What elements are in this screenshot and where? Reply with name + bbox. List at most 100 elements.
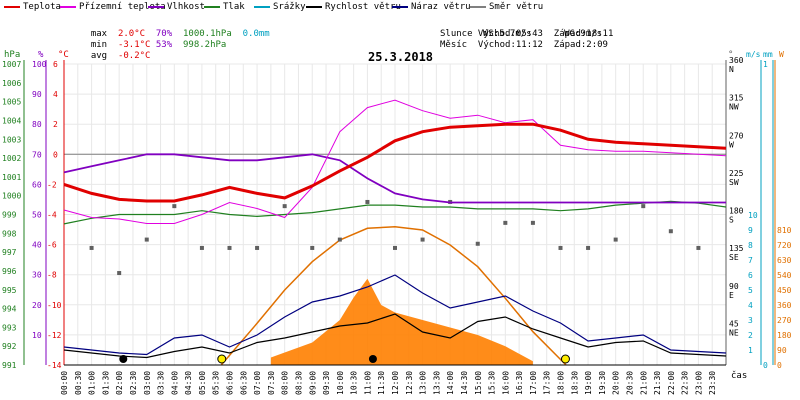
- ms-tick-label: 7: [748, 256, 753, 265]
- dir-compass-label: E: [729, 291, 734, 300]
- x-tick-label: 16:00: [501, 371, 510, 395]
- hpa-tick-label: 1003: [2, 135, 21, 144]
- w-tick-label: 90: [777, 346, 787, 355]
- stats-min-press: 998.2hPa: [183, 40, 227, 50]
- x-tick-label: 02:30: [129, 371, 138, 395]
- x-tick-label: 16:30: [515, 371, 524, 395]
- stats-min-temp: -3.1°C: [117, 40, 151, 50]
- hum-tick-label: 30: [32, 271, 42, 280]
- x-tick-label: 08:00: [281, 371, 290, 395]
- x-tick-label: 12:00: [391, 371, 400, 395]
- x-tick-label: 18:30: [570, 371, 579, 395]
- stats-wind: WS:5.7m/s WG:9m/s: [472, 18, 602, 40]
- ms-tick-label: 4: [748, 301, 753, 310]
- legend-item: Tlak: [204, 2, 245, 12]
- ms-tick-label: 6: [748, 271, 753, 280]
- dir-tick-label: 225: [729, 169, 744, 178]
- legend-label: Vlhkost: [167, 2, 205, 12]
- temp-axis-label: °C: [58, 50, 69, 60]
- moon-event-marker: [368, 355, 377, 363]
- legend-label: Tlak: [223, 2, 245, 12]
- legend-label: Náraz větru: [411, 2, 471, 12]
- sun-event-marker: [217, 354, 227, 364]
- stats-avg-temp: -0.2°C: [117, 51, 151, 61]
- solar-radiation-line: [220, 225, 567, 366]
- ms-tick-label: 5: [748, 286, 753, 295]
- wind-direction-point: [255, 245, 260, 250]
- stats-min: min -3.1°C 53% 998.2hPa: [80, 29, 227, 51]
- hpa-tick-label: 998: [2, 229, 17, 238]
- legend-item: Teplota: [4, 2, 61, 12]
- stats-max: max 2.0°C 70% 1000.1hPa 0.0mm: [80, 18, 270, 40]
- legend-swatch: [204, 5, 220, 8]
- x-tick-label: 11:00: [363, 371, 372, 395]
- x-tick-label: 07:30: [267, 371, 276, 395]
- legend-item: Vlhkost: [148, 2, 205, 12]
- x-tick-label: 14:30: [460, 371, 469, 395]
- x-tick-label: 17:00: [529, 371, 538, 395]
- wind-direction-point: [172, 204, 177, 209]
- temperature-line: [63, 122, 727, 203]
- x-tick-label: 00:30: [74, 371, 83, 395]
- x-tick-label: 23:00: [694, 371, 703, 395]
- ms-tick-label: 8: [748, 241, 753, 250]
- hpa-tick-label: 999: [2, 211, 17, 220]
- wind-direction-point: [641, 204, 646, 209]
- x-tick-label: 11:30: [377, 371, 386, 395]
- hpa-tick-label: 1006: [2, 79, 21, 88]
- legend-label: Rychlost větru: [325, 2, 401, 12]
- hum-tick-label: 60: [32, 180, 42, 189]
- ground-temperature-line: [63, 99, 727, 224]
- humidity-line: [63, 153, 726, 204]
- legend-item: Směr větru: [470, 2, 543, 12]
- mm-tick-label: 0: [763, 361, 768, 370]
- ms-axis-label: m/s: [746, 50, 761, 59]
- x-tick-label: 04:00: [170, 371, 179, 395]
- dir-compass-label: SE: [729, 253, 739, 262]
- x-tick-label: 19:00: [584, 371, 593, 395]
- ms-tick-label: 3: [748, 316, 753, 325]
- dir-tick-label: 315: [729, 94, 744, 103]
- stats-max-hum: 70%: [155, 29, 173, 39]
- mm-axis-label: mm: [763, 50, 773, 59]
- x-tick-label: 01:30: [101, 371, 110, 395]
- stats-wg: WG:9m/s: [564, 29, 603, 39]
- x-tick-label: 23:30: [708, 371, 717, 395]
- x-tick-label: 21:30: [653, 371, 662, 395]
- legend-item: Rychlost větru: [306, 2, 401, 12]
- w-axis-label: W: [779, 50, 784, 59]
- dir-compass-label: NW: [729, 103, 739, 112]
- pressure-line: [63, 200, 727, 225]
- dir-tick-label: 135: [729, 244, 744, 253]
- mm-tick-label: 1: [763, 60, 768, 69]
- hpa-tick-label: 1001: [2, 173, 21, 182]
- hpa-tick-label: 991: [2, 361, 17, 370]
- hum-axis-label: %: [38, 50, 44, 60]
- w-tick-label: 360: [777, 301, 792, 310]
- stats-moon: Měsíc Východ:11:12 Západ:2:09: [440, 40, 608, 50]
- x-tick-label: 01:00: [88, 371, 97, 395]
- stats-max-rain: 0.0mm: [242, 29, 270, 39]
- x-tick-label: 21:00: [639, 371, 648, 395]
- x-tick-label: 10:30: [350, 371, 359, 395]
- x-tick-label: 08:30: [294, 371, 303, 395]
- hum-tick-label: 100: [32, 60, 47, 69]
- ms-tick-label: 2: [748, 331, 753, 340]
- dir-compass-label: S: [729, 216, 734, 225]
- stats-max-temp: 2.0°C: [117, 29, 146, 39]
- wind-direction-point: [89, 245, 94, 250]
- dir-axis-label: °: [728, 50, 733, 60]
- w-tick-label: 270: [777, 316, 792, 325]
- hpa-tick-label: 1004: [2, 116, 21, 125]
- wind-direction-point: [696, 245, 701, 250]
- wind-direction-point: [420, 237, 425, 242]
- temp-tick-label: 6: [53, 60, 58, 69]
- x-tick-label: 02:00: [115, 371, 124, 395]
- temp-tick-label: 4: [53, 90, 58, 99]
- legend-swatch: [470, 5, 486, 8]
- temp-tick-label: -4: [47, 211, 57, 220]
- x-tick-label: 12:30: [405, 371, 414, 395]
- hum-tick-label: 70: [32, 150, 42, 159]
- temp-tick-label: 2: [53, 120, 58, 129]
- ms-tick-label: 1: [748, 346, 753, 355]
